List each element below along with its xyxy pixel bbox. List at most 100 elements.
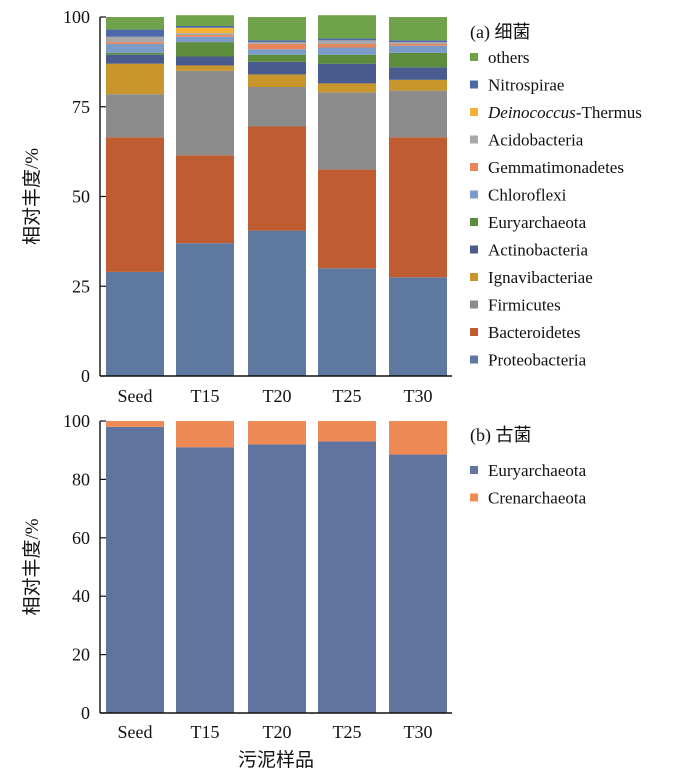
bar-segment-bacteroidetes-t30	[389, 137, 447, 278]
bar-segment-euryarchaeota-t15	[176, 447, 234, 713]
bar-segment-proteobacteria-t30	[389, 277, 447, 376]
bar-segment-firmicutes-seed	[106, 94, 164, 138]
legend-swatch-others	[470, 53, 478, 61]
bar-segment-crenarchaeota-t30	[389, 421, 447, 455]
bar-segment-euryarchaeota-t25	[318, 54, 376, 64]
legend-label: Euryarchaeota	[488, 213, 587, 232]
legend-label: Nitrospirae	[488, 76, 564, 95]
bar-segment-firmicutes-t20	[248, 87, 306, 127]
legend-label-rest-part: -Thermus	[576, 103, 642, 122]
bar-segment-acidobacteria-t20	[248, 42, 306, 44]
legend-label: Chloroflexi	[488, 186, 567, 205]
legend-label: others	[488, 48, 530, 67]
y-axis-label: 相对丰度/%	[21, 148, 43, 245]
bar-segment-gemmatimonadetes-t20	[248, 43, 306, 50]
bar-segment-chloroflexi-t25	[318, 47, 376, 55]
legend-label: Ignavibacteriae	[488, 268, 593, 287]
legend-label: Actinobacteria	[488, 241, 589, 260]
x-tick-label: T15	[191, 722, 220, 742]
bar-segment-ignavibacteriae-t20	[248, 74, 306, 88]
bar-segment-euryarchaeota-seed	[106, 52, 164, 55]
y-tick-label: 60	[72, 528, 90, 548]
bar-segment-chloroflexi-t15	[176, 36, 234, 43]
bar-segment-ignavibacteriae-t30	[389, 79, 447, 91]
y-tick-label: 0	[81, 703, 90, 723]
bar-segment-actinobacteria-t20	[248, 61, 306, 75]
legend-label-italic-part: Deinococcus	[487, 103, 576, 122]
bar-segment-actinobacteria-seed	[106, 54, 164, 64]
y-tick-label: 20	[72, 645, 90, 665]
legend-swatch-proteobacteria	[470, 355, 478, 364]
bar-segment-actinobacteria-t15	[176, 56, 234, 66]
legend-label: Crenarchaeota	[488, 489, 587, 508]
bar-segment-others-t15	[176, 15, 234, 26]
bar-segment-nitrospirae-t20	[248, 40, 306, 43]
y-tick-label: 0	[81, 366, 90, 386]
bar-segment-crenarchaeota-t20	[248, 421, 306, 445]
bar-segment-bacteroidetes-seed	[106, 137, 164, 272]
bar-segment-chloroflexi-t20	[248, 49, 306, 55]
legend-swatch-euryarchaeota	[470, 466, 478, 474]
y-tick-label: 75	[72, 97, 90, 117]
bar-segment-euryarchaeota-t30	[389, 454, 447, 713]
x-tick-label: T15	[191, 386, 220, 406]
bar-segment-others-t20	[248, 17, 306, 41]
bar-segment-firmicutes-t25	[318, 92, 376, 170]
x-tick-label: Seed	[118, 386, 153, 406]
x-tick-label: T25	[333, 722, 362, 742]
bar-segment-nitrospirae-t25	[318, 38, 376, 41]
bar-segment-crenarchaeota-t25	[318, 421, 376, 442]
bar-segment-euryarchaeota-t25	[318, 441, 376, 713]
bar-segment-euryarchaeota-seed	[106, 426, 164, 713]
bar-segment-gemmatimonadetes-t30	[389, 43, 447, 46]
bar-segment-crenarchaeota-seed	[106, 421, 164, 427]
x-tick-label: T25	[333, 386, 362, 406]
legend-label: Acidobacteria	[488, 131, 584, 150]
x-tick-label: T30	[404, 722, 433, 742]
y-tick-label: 100	[63, 411, 90, 431]
bar-segment-proteobacteria-t20	[248, 230, 306, 376]
bar-segment-euryarchaeota-t20	[248, 54, 306, 62]
bar-segment-nitrospirae-t15	[176, 25, 234, 28]
legend-title: (b) 古菌	[470, 425, 532, 446]
bar-segment-bacteroidetes-t25	[318, 169, 376, 269]
bar-segment-proteobacteria-t15	[176, 243, 234, 376]
x-tick-label: T20	[263, 386, 292, 406]
bar-segment-euryarchaeota-t20	[248, 444, 306, 713]
legend-swatch-crenarchaeota	[470, 493, 478, 502]
x-tick-label: Seed	[118, 722, 153, 742]
bar-segment-others-seed	[106, 17, 164, 30]
legend-swatch-euryarchaeota	[470, 218, 478, 226]
legend-swatch-bacteroidetes	[470, 328, 478, 336]
bar-segment-acidobacteria-t25	[318, 40, 376, 44]
bar-segment-gemmatimonadetes-t15	[176, 34, 234, 37]
bar-segment-acidobacteria-seed	[106, 36, 164, 43]
y-tick-label: 100	[63, 7, 90, 27]
legend-label: Bacteroidetes	[488, 323, 581, 342]
bar-segment-acidobacteria-t15	[176, 33, 234, 35]
bar-segment-euryarchaeota-t30	[389, 52, 447, 68]
legend-label: Gemmatimonadetes	[488, 158, 624, 177]
x-axis-label: 污泥样品	[238, 749, 314, 771]
x-tick-label: T20	[263, 722, 292, 742]
legend-title: (a) 细菌	[470, 22, 530, 43]
bar-segment-ignavibacteriae-seed	[106, 63, 164, 95]
x-tick-label: T30	[404, 386, 433, 406]
legend-swatch-chloroflexi	[470, 190, 478, 199]
bar-segment-others-t25	[318, 15, 376, 39]
legend-label: Euryarchaeota	[488, 461, 587, 480]
bar-segment-firmicutes-t30	[389, 90, 447, 138]
legend-swatch-gemmatimonadetes	[470, 163, 478, 171]
bar-segment-firmicutes-t15	[176, 70, 234, 156]
bar-segment-proteobacteria-seed	[106, 271, 164, 376]
y-axis-label: 相对丰度/%	[21, 518, 43, 615]
legend-swatch-actinobacteria	[470, 245, 478, 254]
legend-swatch-nitrospirae	[470, 80, 478, 89]
legend-label: Deinococcus-Thermus	[487, 103, 642, 122]
bar-segment-ignavibacteriae-t25	[318, 83, 376, 93]
legend-swatch-ignavibacteriae	[470, 273, 478, 281]
bar-segment-nitrospirae-t30	[389, 40, 447, 43]
legend-swatch-acidobacteria	[470, 135, 478, 144]
bar-segment-proteobacteria-t25	[318, 268, 376, 376]
